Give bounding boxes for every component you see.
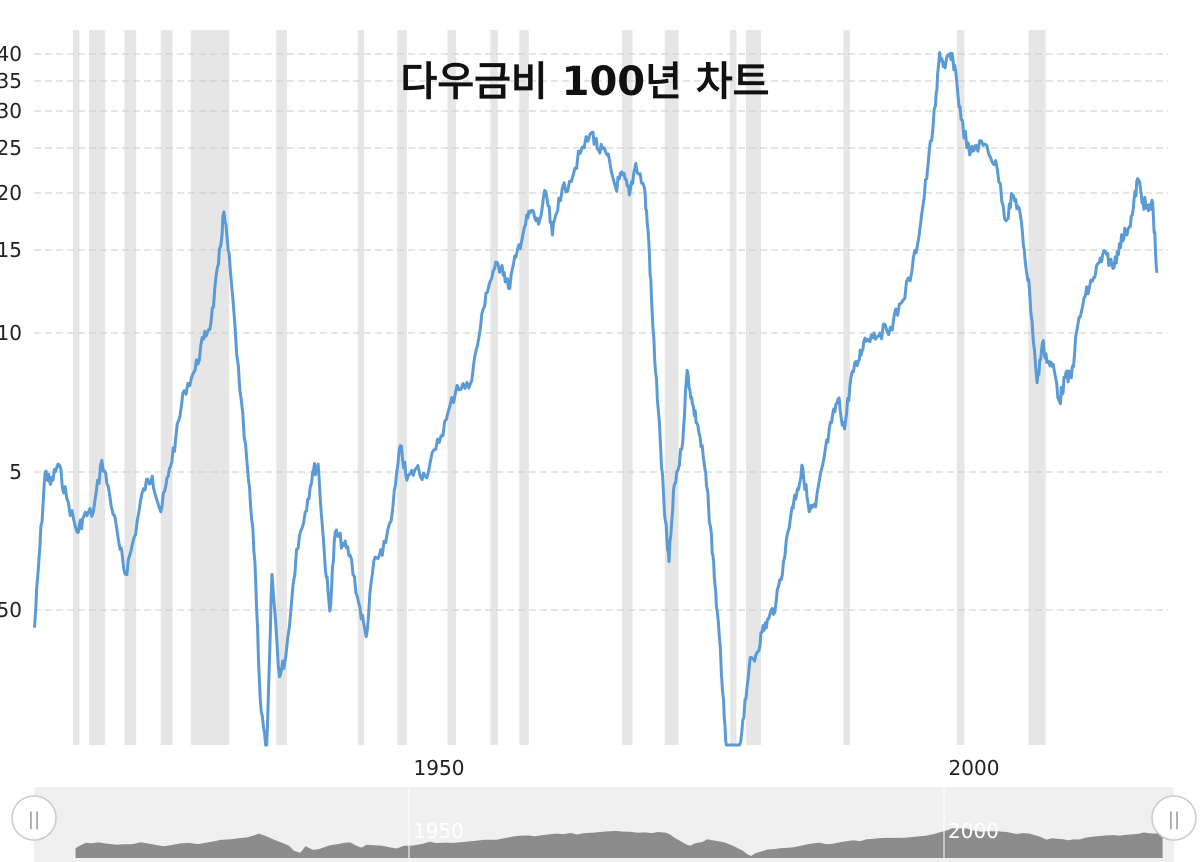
navigator[interactable]: 1950 2000 || || xyxy=(11,787,1197,862)
right-handle-grip-icon: || xyxy=(1168,809,1180,830)
recession-band xyxy=(519,30,529,745)
recession-band xyxy=(843,30,850,745)
left-handle-grip-icon: || xyxy=(28,809,40,830)
y-tick-label: 10 xyxy=(0,321,22,345)
recession-band xyxy=(357,30,365,745)
y-tick-label: 5 xyxy=(9,460,22,484)
x-tick-label: 1950 xyxy=(414,756,465,780)
x-tick-label: 2000 xyxy=(949,756,1000,780)
recession-band xyxy=(89,30,106,745)
series-line xyxy=(33,51,1159,747)
recession-bands xyxy=(73,30,1046,745)
recession-band xyxy=(490,30,498,745)
navigator-area xyxy=(75,828,1163,858)
gridlines xyxy=(34,53,1168,611)
recession-band xyxy=(956,30,965,745)
x-axis: 1950 2000 xyxy=(414,756,1000,780)
recession-band xyxy=(73,30,80,745)
recession-band xyxy=(160,30,173,745)
y-tick-label: 50 xyxy=(0,598,22,622)
y-axis: 40 35 30 25 20 15 10 5 50 xyxy=(0,42,22,622)
recession-band xyxy=(447,30,457,745)
navigator-label-2000: 2000 xyxy=(948,819,999,843)
y-tick-label: 40 xyxy=(0,42,22,66)
recession-band xyxy=(746,30,762,745)
recession-band xyxy=(664,30,679,745)
y-tick-label: 20 xyxy=(0,181,22,205)
chart-title: 다우금비 100년 차트 xyxy=(401,59,770,105)
recession-band xyxy=(621,30,633,745)
navigator-label-1950: 1950 xyxy=(413,819,464,843)
recession-band xyxy=(124,30,137,745)
recession-band xyxy=(1028,30,1046,745)
navigator-right-handle[interactable]: || xyxy=(1151,795,1197,841)
recession-band xyxy=(190,30,230,745)
recession-band xyxy=(397,30,407,745)
navigator-left-handle[interactable]: || xyxy=(11,795,57,841)
y-tick-label: 35 xyxy=(0,69,22,93)
y-tick-label: 15 xyxy=(0,238,22,262)
recession-band xyxy=(276,30,288,745)
recession-band xyxy=(730,30,737,745)
y-tick-label: 25 xyxy=(0,136,22,160)
y-tick-label: 30 xyxy=(0,99,22,123)
